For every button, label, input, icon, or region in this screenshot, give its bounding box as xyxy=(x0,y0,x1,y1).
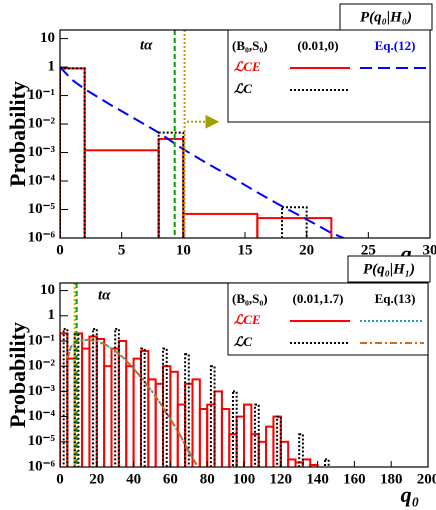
histogram-bin xyxy=(114,327,120,467)
plot-area xyxy=(60,283,330,467)
x-tick-label: 100 xyxy=(233,471,256,487)
legend-header: (0.01,0) xyxy=(297,38,338,53)
histogram-bin xyxy=(184,353,190,467)
histogram-bin xyxy=(323,458,330,467)
histogram-bin xyxy=(62,327,69,467)
title-box xyxy=(347,255,431,283)
histogram-bin xyxy=(162,347,168,467)
histogram-bin xyxy=(66,357,76,467)
histogram-bin xyxy=(265,425,275,467)
y-tick-label: 10 xyxy=(40,282,55,298)
x-axis-label: q₀ xyxy=(401,482,420,507)
x-tick-label: 0 xyxy=(56,242,64,258)
x-tick-label: 160 xyxy=(343,471,366,487)
histogram-bin xyxy=(298,433,304,467)
y-tick-label: 1 xyxy=(48,59,56,75)
histogram-bin xyxy=(191,378,201,467)
y-tick-label: 10⁻² xyxy=(28,115,56,131)
x-tick-label: 25 xyxy=(361,242,376,258)
x-tick-label: 5 xyxy=(118,242,126,258)
x-tick-label: 60 xyxy=(163,471,178,487)
legend-header: (0.01,1.7) xyxy=(293,291,344,306)
legend-label: ℒCE xyxy=(234,312,261,327)
y-tick-label: 10⁻¹ xyxy=(28,332,55,348)
histogram-bin xyxy=(209,365,216,467)
y-tick-label: 10⁻² xyxy=(28,358,56,374)
y-axis-label: Probability xyxy=(5,322,30,428)
histogram-bin xyxy=(213,390,223,467)
histogram-bin xyxy=(276,415,282,467)
y-tick-label: 10⁻⁵ xyxy=(28,201,56,217)
title-box xyxy=(339,3,433,31)
y-tick-label: 10 xyxy=(40,30,55,46)
y-tick-label: 10⁻⁴ xyxy=(28,172,56,188)
histogram-bin xyxy=(228,433,238,467)
histogram-bin xyxy=(125,365,135,467)
legend-label: ℒC xyxy=(234,81,252,96)
histogram-bin xyxy=(231,390,238,467)
x-tick-label: 15 xyxy=(238,242,253,258)
x-tick-label: 200 xyxy=(417,471,436,487)
histogram-bin xyxy=(198,408,209,467)
legend-label: ℒC xyxy=(234,334,252,349)
chart-title: P(q₀|H₁) xyxy=(363,261,415,277)
histogram-bin xyxy=(235,415,245,467)
x-tick-label: 10 xyxy=(176,242,191,258)
histogram-bin xyxy=(182,212,259,238)
legend-box xyxy=(227,29,431,123)
curve xyxy=(60,66,345,238)
y-tick-label: 1 xyxy=(48,307,56,323)
x-tick-label: 40 xyxy=(126,471,141,487)
y-tick-label: 10⁻³ xyxy=(28,144,56,160)
y-tick-label: 10⁻¹ xyxy=(28,87,55,103)
legend-header: (B₀,S₀) xyxy=(232,291,268,306)
y-tick-label: 10⁻⁶ xyxy=(28,229,56,245)
x-tick-label: 120 xyxy=(270,471,293,487)
annotation: tα xyxy=(140,37,153,53)
histogram-bin xyxy=(309,464,319,467)
histogram-bin xyxy=(83,149,160,238)
plot-area xyxy=(60,30,345,238)
histogram-bin xyxy=(139,347,146,467)
histogram-bin xyxy=(243,403,253,467)
histogram-bin xyxy=(157,137,185,238)
x-tick-label: 80 xyxy=(200,471,215,487)
histogram-bin xyxy=(60,332,69,467)
histogram-bin xyxy=(81,347,91,467)
y-axis-label: Probability xyxy=(5,81,30,187)
histogram-bin xyxy=(279,440,290,467)
annotation: tα xyxy=(98,287,111,303)
histogram-bin xyxy=(157,131,185,238)
y-tick-label: 10⁻⁶ xyxy=(28,458,56,474)
legend-header: Eq.(13) xyxy=(375,291,416,306)
x-tick-label: 140 xyxy=(306,471,329,487)
x-tick-label: 0 xyxy=(56,471,64,487)
curve xyxy=(66,338,199,467)
histogram-bin xyxy=(254,403,260,467)
y-tick-label: 10⁻³ xyxy=(28,383,56,399)
histogram-bin xyxy=(92,327,98,467)
x-tick-label: 30 xyxy=(423,242,436,258)
x-tick-label: 180 xyxy=(380,471,403,487)
histogram-bin xyxy=(117,339,128,467)
histogram-bin xyxy=(256,217,333,238)
legend-header: (B₀,S₀) xyxy=(232,38,268,53)
histogram-bin xyxy=(103,365,113,467)
x-tick-label: 20 xyxy=(299,242,314,258)
y-tick-label: 10⁻⁵ xyxy=(28,433,56,449)
histogram-bin xyxy=(220,408,231,467)
y-tick-label: 10⁻⁴ xyxy=(28,408,56,424)
histogram-bin xyxy=(257,440,268,467)
chart-title: P(q₀|H₀) xyxy=(360,9,412,25)
x-tick-label: 20 xyxy=(89,471,104,487)
histogram-bin xyxy=(60,67,86,238)
histogram-bin xyxy=(60,67,86,238)
histogram-bin xyxy=(281,206,308,238)
legend-header: Eq.(12) xyxy=(375,38,416,53)
histogram-bin xyxy=(95,337,106,467)
legend-label: ℒCE xyxy=(234,59,261,74)
